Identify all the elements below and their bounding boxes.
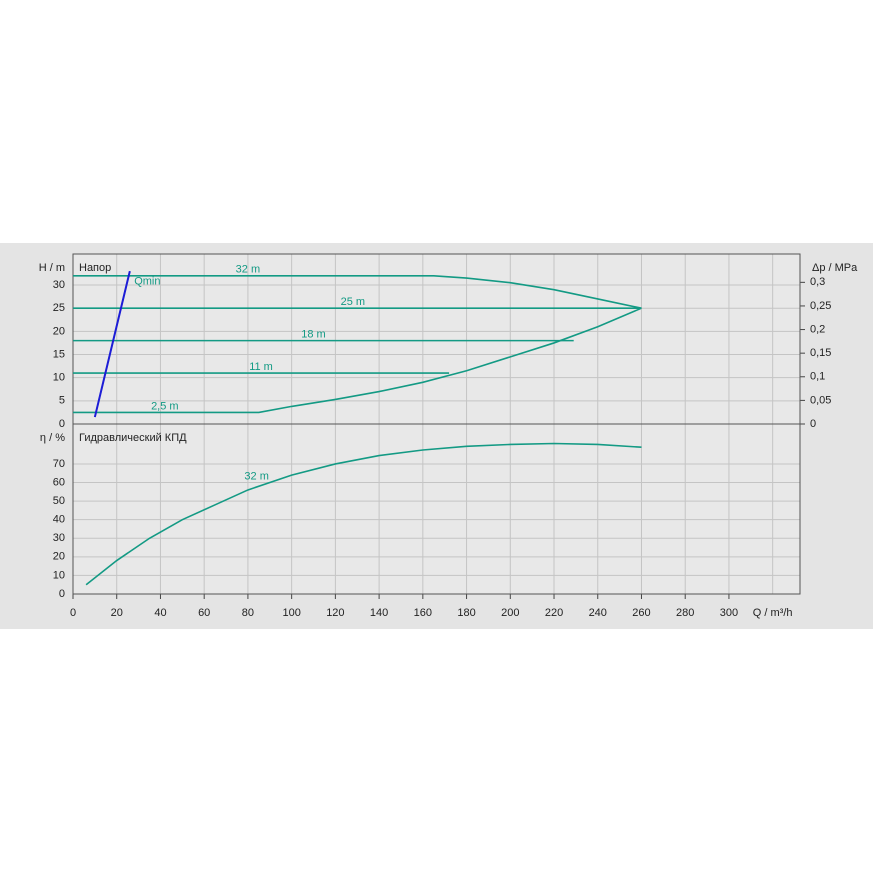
x-tick-label: 0 <box>70 607 76 619</box>
x-tick-label: 40 <box>154 607 166 619</box>
x-tick-label: 280 <box>676 607 694 619</box>
x-tick-label: 180 <box>457 607 475 619</box>
y-tick-label: 70 <box>53 458 65 470</box>
y-tick-label: 20 <box>53 325 65 337</box>
y-tick-label: 10 <box>53 372 65 384</box>
curve-label: 25 m <box>341 296 365 308</box>
plot-border <box>72 423 801 595</box>
x-tick-label: 120 <box>326 607 344 619</box>
y-tick-label: 30 <box>53 532 65 544</box>
y-tick-label: 20 <box>53 551 65 563</box>
y-axis-label: η / % <box>40 432 65 444</box>
y2-axis-label: Δp / MPa <box>812 262 858 274</box>
y-tick-label: 10 <box>53 569 65 581</box>
x-tick-label: 300 <box>720 607 738 619</box>
x-tick-label: 200 <box>501 607 519 619</box>
x-tick-label: 220 <box>545 607 563 619</box>
x-axis-label: Q / m³/h <box>753 607 793 619</box>
curve-label: Qmin <box>134 275 160 287</box>
x-tick-label: 260 <box>632 607 650 619</box>
curve <box>73 307 642 414</box>
y2-tick-label: 0 <box>810 418 816 430</box>
x-tick-label: 160 <box>414 607 432 619</box>
x-tick-label: 80 <box>242 607 254 619</box>
y2-tick-label: 0,3 <box>810 276 825 288</box>
plot-area <box>73 424 800 594</box>
y-tick-label: 0 <box>59 588 65 600</box>
y-tick-label: 30 <box>53 279 65 291</box>
x-tick-label: 240 <box>589 607 607 619</box>
panel-title: Напор <box>79 262 111 274</box>
y-tick-label: 50 <box>53 495 65 507</box>
x-tick-label: 140 <box>370 607 388 619</box>
x-tick-label: 20 <box>111 607 123 619</box>
y-tick-label: 5 <box>59 395 65 407</box>
panel-title: Гидравлический КПД <box>79 432 187 444</box>
y2-tick-label: 0,05 <box>810 394 831 406</box>
y-tick-label: 15 <box>53 348 65 360</box>
curve-label: 2,5 m <box>151 400 179 412</box>
y2-tick-label: 0,1 <box>810 371 825 383</box>
curve-label: 32 m <box>244 470 268 482</box>
y-axis-label: H / m <box>39 262 65 274</box>
y-tick-label: 60 <box>53 476 65 488</box>
curve <box>93 270 131 418</box>
curve-label: 18 m <box>301 329 325 341</box>
plot-area <box>73 254 800 424</box>
curve-label: 11 m <box>249 361 273 373</box>
y-tick-label: 40 <box>53 514 65 526</box>
y2-tick-label: 0,2 <box>810 323 825 335</box>
y2-tick-label: 0,25 <box>810 300 831 312</box>
y-tick-label: 25 <box>53 302 65 314</box>
x-tick-label: 100 <box>282 607 300 619</box>
curve-label: 32 m <box>236 264 260 276</box>
curve <box>85 442 642 586</box>
x-tick-label: 60 <box>198 607 210 619</box>
y-tick-label: 0 <box>59 418 65 430</box>
curve <box>73 274 642 309</box>
y2-tick-label: 0,15 <box>810 347 831 359</box>
